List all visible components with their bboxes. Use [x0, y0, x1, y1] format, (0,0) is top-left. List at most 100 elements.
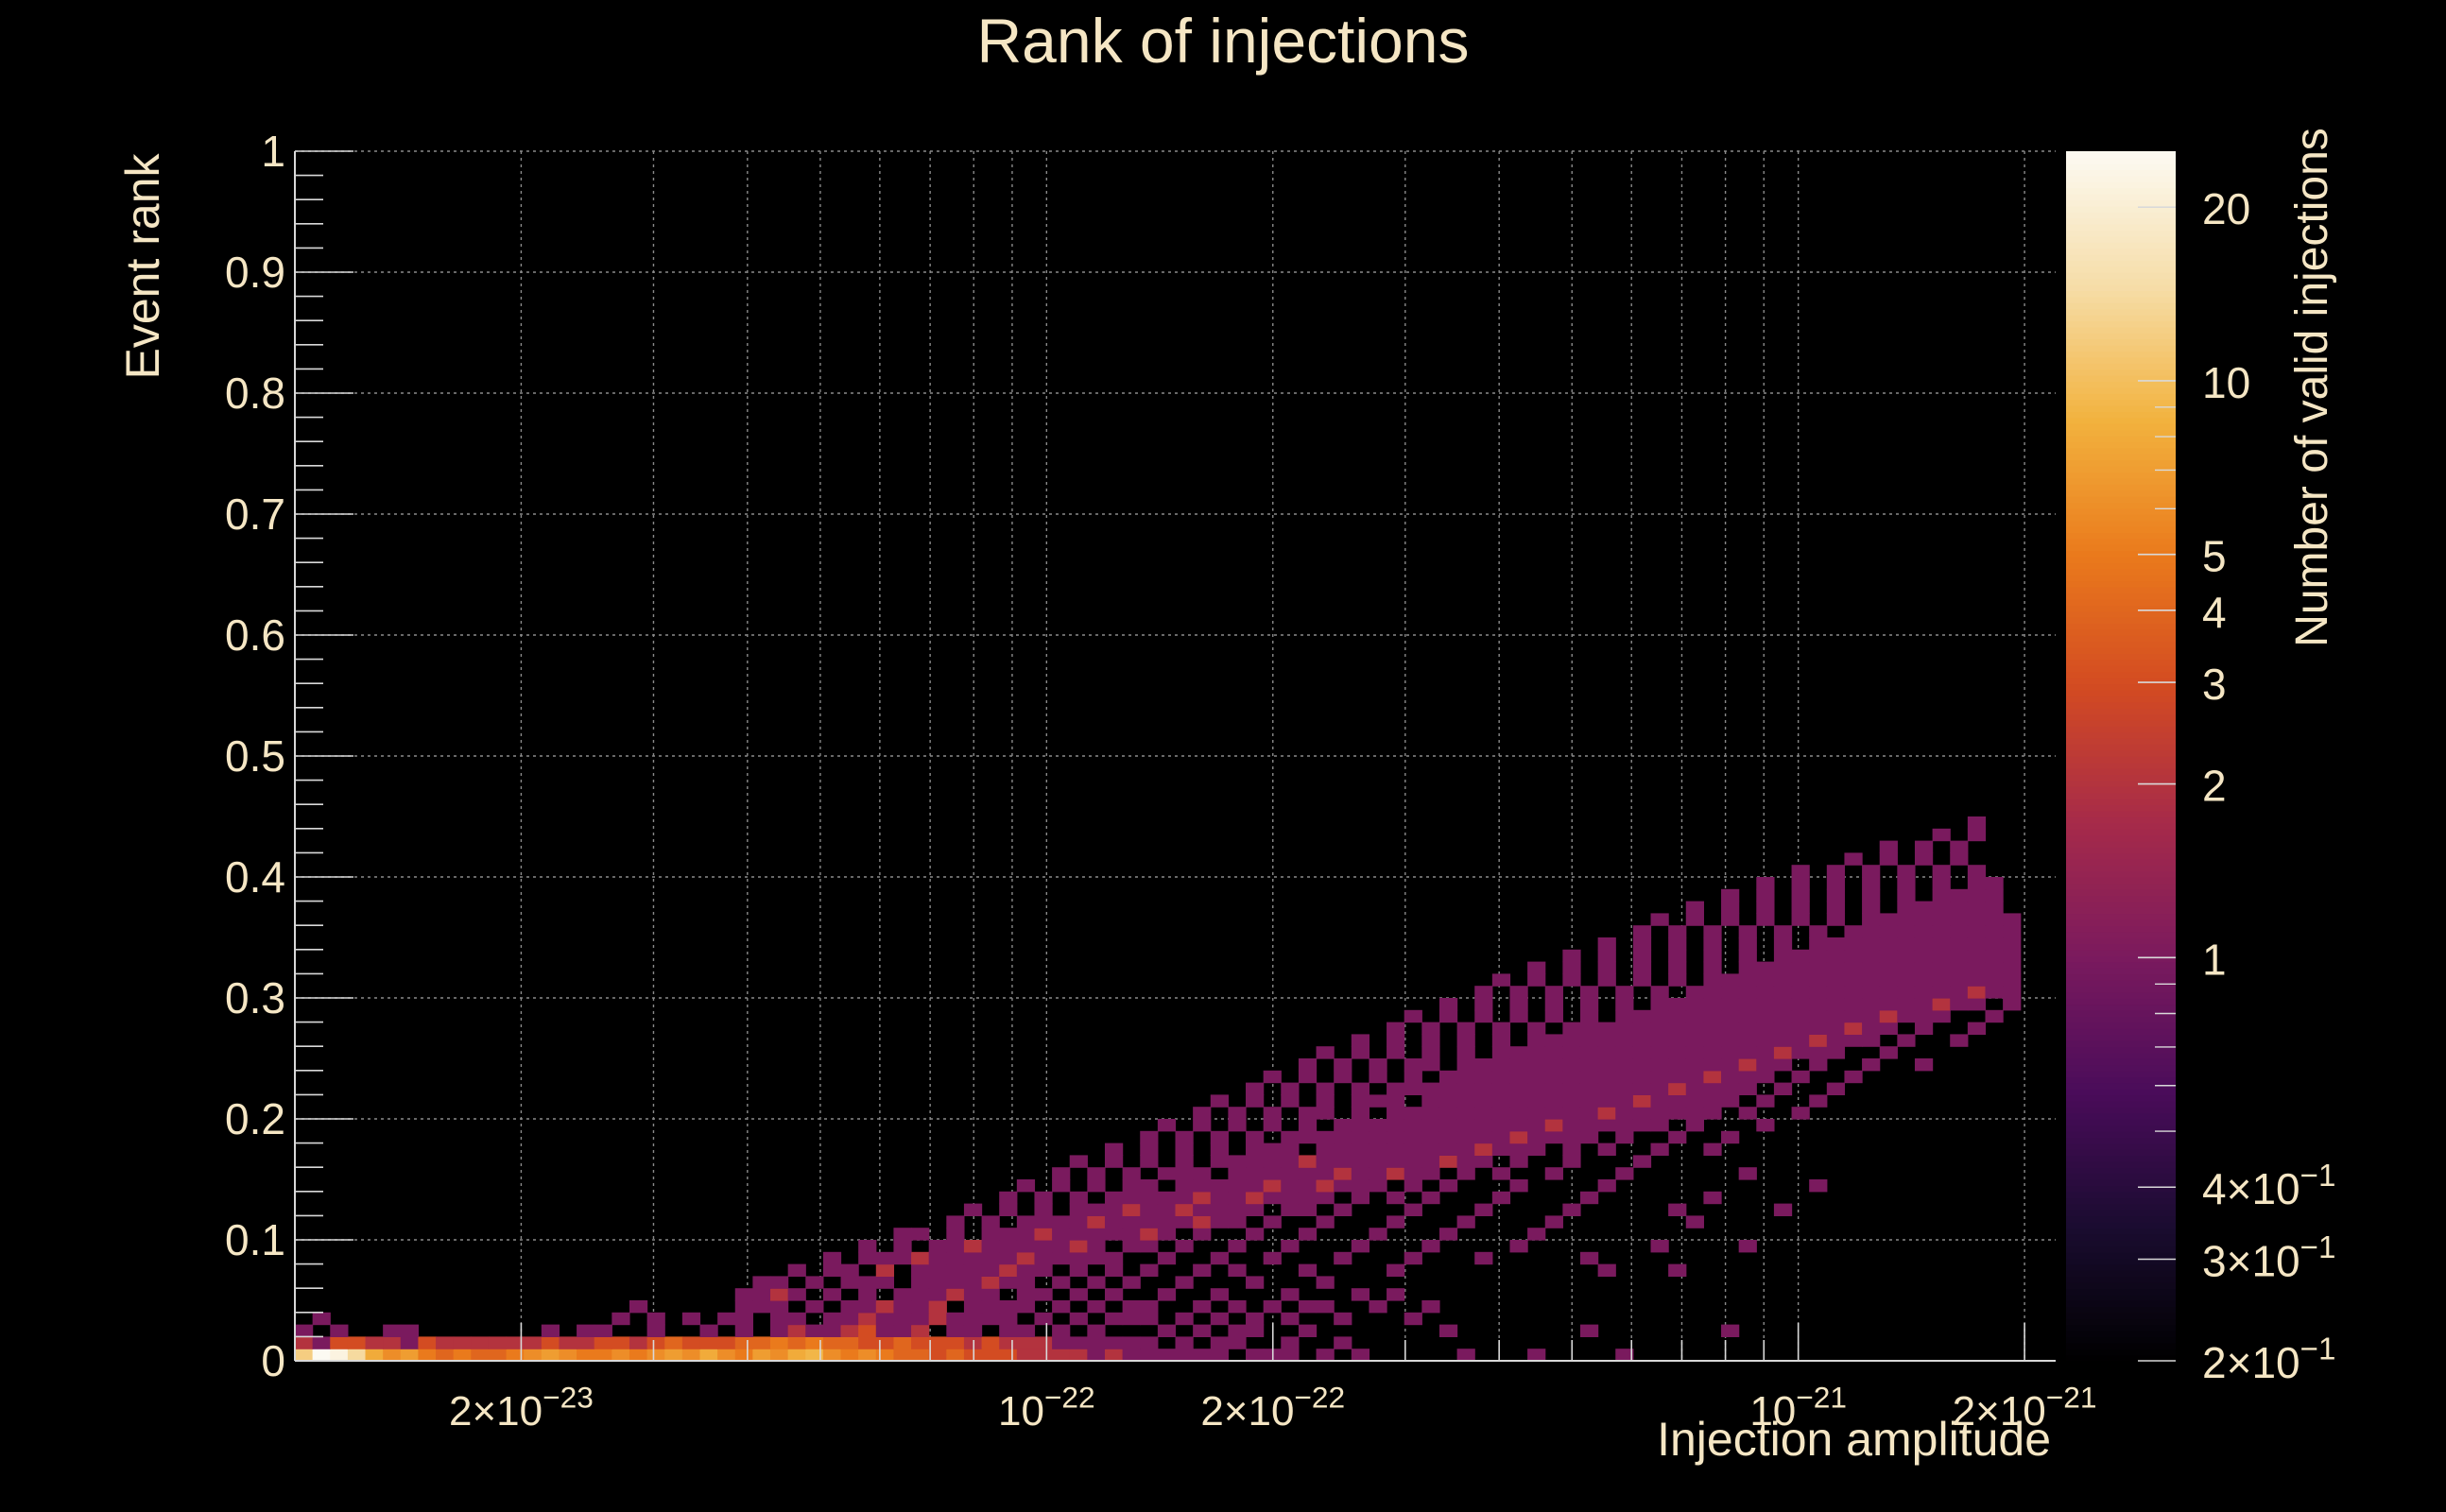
heatmap-cell: [911, 1288, 930, 1301]
heatmap-cell: [1756, 986, 1775, 999]
heatmap-cell: [1404, 1130, 1422, 1144]
heatmap-cell: [946, 1251, 965, 1265]
heatmap-cell: [1087, 1300, 1106, 1314]
heatmap-cell: [1826, 877, 1846, 890]
heatmap-cell: [1862, 1058, 1881, 1072]
heatmap-cell: [1034, 1288, 1053, 1301]
colorbar-segment: [2066, 1082, 2176, 1090]
heatmap-cell: [1527, 1349, 1546, 1362]
heatmap-cell: [1404, 1070, 1422, 1084]
heatmap-cell: [1316, 1107, 1335, 1120]
heatmap-cell: [1474, 1107, 1493, 1120]
heatmap-cell: [1052, 1215, 1071, 1228]
heatmap-cell: [1579, 1191, 1599, 1205]
heatmap-cell: [858, 1349, 877, 1362]
heatmap-cell: [946, 1349, 965, 1362]
heatmap-cell: [1421, 1094, 1440, 1108]
heatmap-cell: [1369, 1155, 1387, 1168]
heatmap-cell: [1862, 1034, 1881, 1047]
heatmap-cell: [1228, 1155, 1247, 1168]
heatmap-cell: [1615, 986, 1634, 999]
heatmap-cell: [612, 1336, 630, 1349]
heatmap-cell: [1632, 961, 1652, 974]
heatmap-cell: [1826, 1082, 1846, 1095]
heatmap-cell: [1985, 1009, 2004, 1023]
colorbar-tick-label: 1: [2202, 935, 2227, 984]
heatmap-cell: [1738, 973, 1757, 987]
heatmap-cell: [1579, 1058, 1599, 1072]
heatmap-cell: [1615, 1009, 1634, 1023]
heatmap-cell: [1650, 1119, 1669, 1132]
heatmap-cell: [559, 1336, 577, 1349]
heatmap-cell: [1844, 937, 1863, 951]
heatmap-cell: [1703, 925, 1722, 938]
heatmap-cell: [893, 1336, 912, 1349]
heatmap-cell: [1438, 1107, 1458, 1120]
colorbar-segment: [2066, 1004, 2176, 1011]
heatmap-cell: [1246, 1082, 1265, 1095]
heatmap-cell: [1140, 1349, 1159, 1362]
heatmap-cell: [1615, 1094, 1634, 1108]
heatmap-cell: [1773, 925, 1793, 938]
heatmap-cell: [1421, 1034, 1440, 1047]
heatmap-cell: [1104, 1263, 1124, 1277]
heatmap-cell: [1967, 901, 1987, 914]
heatmap-cell: [1421, 1155, 1440, 1168]
heatmap-cell: [1404, 1179, 1422, 1193]
colorbar-segment: [2066, 586, 2176, 593]
heatmap-cell: [1756, 1009, 1775, 1023]
heatmap-cell: [2003, 925, 2022, 938]
heatmap-cell: [981, 1336, 1000, 1349]
heatmap-cell: [1668, 1034, 1687, 1047]
heatmap-cell: [1387, 1130, 1405, 1144]
heatmap-cell: [999, 1349, 1018, 1362]
heatmap-cell: [1404, 1251, 1422, 1265]
heatmap-cell: [911, 1324, 930, 1337]
heatmap-cell: [840, 1276, 859, 1289]
heatmap-cell: [1246, 1349, 1265, 1362]
colorbar-segment: [2066, 454, 2176, 461]
colorbar-segment: [2066, 737, 2176, 745]
heatmap-cell: [1281, 1191, 1300, 1205]
heatmap-cell: [1069, 1203, 1088, 1216]
heatmap-cell: [612, 1349, 630, 1362]
heatmap-cell: [383, 1349, 402, 1362]
heatmap-cell: [1668, 961, 1687, 974]
heatmap-cell: [1456, 1215, 1475, 1228]
heatmap-cell: [1862, 973, 1881, 987]
heatmap-cell: [1210, 1288, 1229, 1301]
colorbar-segment: [2066, 441, 2176, 449]
colorbar-segment: [2066, 610, 2176, 618]
colorbar-segment: [2066, 477, 2176, 485]
heatmap-cell: [1685, 1022, 1704, 1035]
heatmap-cell: [1650, 1022, 1669, 1035]
heatmap-cell: [1791, 888, 1810, 902]
heatmap-cell: [1862, 986, 1881, 999]
colorbar-segment: [2066, 1251, 2176, 1259]
heatmap-cell: [1809, 1179, 1828, 1193]
heatmap-cell: [1421, 1046, 1440, 1059]
colorbar-segment: [2066, 1112, 2176, 1120]
heatmap-cell: [1140, 1191, 1159, 1205]
axes-layer: 0 0.1 0.2 0.3 0.4 0.5 0.6 0.7 0.8 0.9 1 2×10−23 10−2…: [225, 127, 2096, 1435]
heatmap-cell: [752, 1288, 771, 1301]
colorbar-segment: [2066, 163, 2176, 170]
heatmap-cell: [1456, 1130, 1475, 1144]
colorbar-segment: [2066, 562, 2176, 570]
colorbar-segment: [2066, 284, 2176, 291]
heatmap-cell: [1052, 1167, 1071, 1180]
heatmap-cell: [312, 1312, 331, 1326]
heatmap-cell: [1069, 1215, 1088, 1228]
heatmap-cell: [1950, 913, 1969, 926]
colorbar-segment: [2066, 762, 2176, 769]
heatmap-cell: [805, 1336, 824, 1349]
heatmap-cell: [1456, 1034, 1475, 1047]
heatmap-cell: [1579, 1034, 1599, 1047]
heatmap-cell: [1826, 937, 1846, 951]
heatmap-cell: [1562, 1143, 1581, 1156]
heatmap-cell: [858, 1324, 877, 1337]
colorbar-segment: [2066, 1167, 2176, 1175]
heatmap-cell: [1104, 1215, 1124, 1228]
colorbar-segment: [2066, 556, 2176, 563]
colorbar-segment: [2066, 973, 2176, 981]
